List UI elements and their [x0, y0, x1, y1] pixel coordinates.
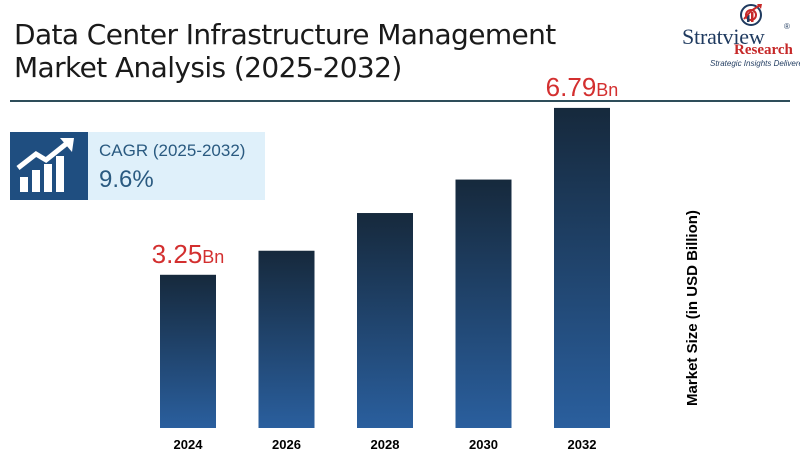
page-title: Data Center Infrastructure Management Ma…	[14, 18, 556, 84]
x-tick-label: 2028	[371, 437, 400, 452]
data-label: 6.79Bn	[546, 72, 619, 102]
logo-subtitle: Research	[734, 42, 793, 58]
cagr-label: CAGR (2025-2032)	[99, 141, 246, 160]
cagr-value: 9.6%	[99, 166, 154, 193]
logo-name: Stratview	[682, 24, 765, 49]
cagr-box: CAGR (2025-2032) 9.6%	[10, 132, 265, 200]
bar-2026	[258, 250, 315, 428]
data-label: 3.25Bn	[152, 239, 225, 269]
header-divider	[10, 100, 790, 102]
growth-chart-icon	[10, 132, 88, 200]
x-tick-label: 2026	[272, 437, 301, 452]
bar-2032	[554, 107, 610, 429]
logo-tagline: Strategic Insights Delivered	[710, 59, 800, 68]
x-tick-label: 2024	[174, 437, 204, 452]
y-axis-label: Market Size (in USD Billion)	[684, 210, 701, 406]
stratview-logo: Stratview ® Research Strategic Insights …	[664, 2, 800, 68]
target-chart-icon	[740, 4, 762, 26]
x-tick-label: 2030	[469, 437, 498, 452]
bar-2030	[455, 179, 512, 428]
logo-registered-mark: ®	[784, 22, 790, 31]
bar-2024	[160, 274, 216, 428]
x-tick-label: 2032	[568, 437, 597, 452]
bar-2028	[357, 213, 413, 428]
